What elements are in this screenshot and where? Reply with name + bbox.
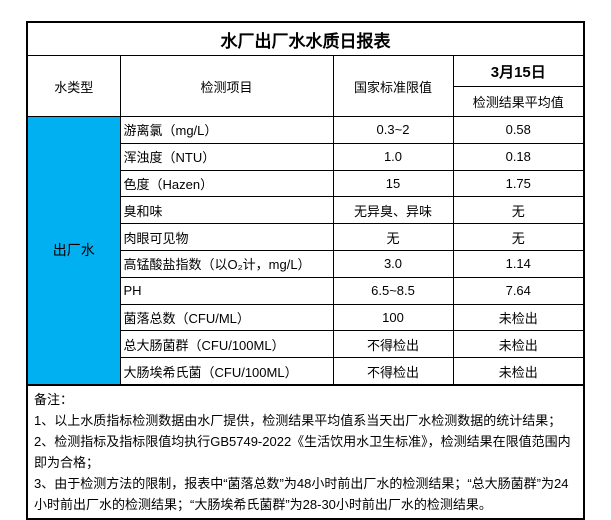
column-header-water-type: 水类型: [26, 55, 121, 117]
cell-result: 未检出: [452, 330, 585, 359]
cell-item: 色度（Hazen）: [119, 169, 334, 198]
cell-standard: 15: [332, 169, 454, 198]
column-header-standard: 国家标准限值: [332, 55, 454, 117]
table-row: 大肠埃希氏菌（CFU/100ML） 不得检出 未检出: [27, 357, 585, 386]
cell-standard: 不得检出: [332, 330, 454, 359]
cell-standard: 3.0: [332, 249, 454, 278]
cell-item: 游离氯（mg/L）: [119, 116, 334, 144]
table-row: 肉眼可见物 无 无: [27, 223, 585, 251]
cell-result: 未检出: [452, 357, 585, 386]
cell-standard: 0.3~2: [332, 116, 454, 144]
column-header-date: 3月15日: [452, 55, 585, 87]
cell-result: 未检出: [452, 303, 585, 332]
cell-standard: 无: [332, 223, 454, 251]
page-title: 水厂出厂水水质日报表: [26, 21, 585, 56]
table-row: 总大肠菌群（CFU/100ML） 不得检出 未检出: [27, 330, 585, 359]
cell-item: 肉眼可见物: [119, 223, 334, 251]
cell-standard: 无异臭、异味: [332, 196, 454, 225]
table-row: 水厂出厂水水质日报表: [26, 21, 585, 56]
cell-result: 1.14: [452, 249, 585, 278]
cell-item: 浑浊度（NTU）: [119, 142, 334, 171]
cell-result: 0.58: [452, 116, 585, 144]
cell-item: 臭和味: [119, 196, 334, 225]
cell-standard: 1.0: [332, 142, 454, 171]
note-line: 2、检测指标及指标限值均执行GB5749-2022《生活饮用水卫生标准》，检测结…: [34, 433, 571, 470]
table-row: 备注： 1、以上水质指标检测数据由水厂提供，检测结果平均值系当天出厂水检测数据的…: [26, 383, 585, 520]
table-row: 浑浊度（NTU） 1.0 0.18: [27, 142, 585, 171]
cell-result: 1.75: [452, 169, 585, 198]
cell-result: 7.64: [452, 276, 585, 305]
water-type-cell: 出厂水: [26, 115, 121, 386]
notes-label: 备注：: [34, 391, 74, 407]
cell-standard: 6.5~8.5: [332, 276, 454, 305]
table-row: 色度（Hazen） 15 1.75: [27, 169, 585, 198]
column-header-item: 检测项目: [119, 55, 334, 117]
cell-result: 无: [452, 223, 585, 251]
table-row: 菌落总数（CFU/ML） 100 未检出: [27, 303, 585, 332]
table-row: 水类型 检测项目 国家标准限值 3月15日: [26, 55, 585, 117]
cell-standard: 不得检出: [332, 357, 454, 386]
table-row: 高锰酸盐指数（以O₂计，mg/L） 3.0 1.14: [27, 249, 585, 278]
cell-result: 0.18: [452, 142, 585, 171]
cell-standard: 100: [332, 303, 454, 332]
column-header-result: 检测结果平均值: [452, 86, 585, 117]
cell-item: 大肠埃希氏菌（CFU/100ML）: [119, 357, 334, 386]
cell-result: 无: [452, 196, 585, 225]
note-line: 3、由于检测方法的限制，报表中“菌落总数”为48小时前出厂水的检测结果；“总大肠…: [34, 475, 569, 512]
table-row: PH 6.5~8.5 7.64: [27, 276, 585, 305]
cell-item: 高锰酸盐指数（以O₂计，mg/L）: [119, 249, 334, 278]
cell-item: PH: [119, 276, 334, 305]
cell-item: 菌落总数（CFU/ML）: [119, 303, 334, 332]
notes-section: 备注： 1、以上水质指标检测数据由水厂提供，检测结果平均值系当天出厂水检测数据的…: [26, 383, 585, 520]
cell-item: 总大肠菌群（CFU/100ML）: [119, 330, 334, 359]
table-row: 检测结果平均值: [27, 86, 585, 117]
note-line: 1、以上水质指标检测数据由水厂提供，检测结果平均值系当天出厂水检测数据的统计结果…: [34, 412, 562, 428]
table-row: 臭和味 无异臭、异味 无: [27, 196, 585, 225]
report-table: 水厂出厂水水质日报表 水类型 检测项目 国家标准限值 3月15日 检测结果平均值…: [26, 21, 585, 520]
table-row: 出厂水 游离氯（mg/L） 0.3~2 0.58: [26, 115, 585, 386]
